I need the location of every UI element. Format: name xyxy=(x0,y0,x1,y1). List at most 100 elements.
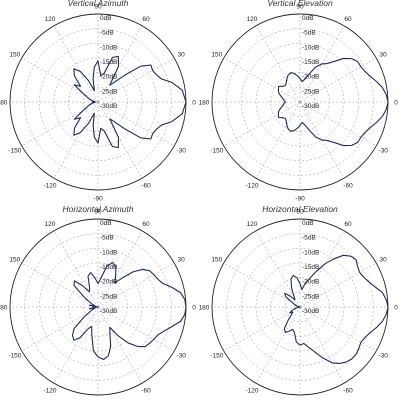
grid-spoke xyxy=(53,230,99,308)
grid-spoke xyxy=(97,101,175,147)
angle-label: -30 xyxy=(378,147,388,154)
grid-spoke xyxy=(21,262,99,308)
radial-label: -30dB xyxy=(302,103,319,110)
radial-label: -20dB xyxy=(302,74,319,81)
grid-ring xyxy=(39,248,157,366)
angle-label: 150 xyxy=(211,256,222,263)
radial-label: -10dB xyxy=(302,44,319,51)
radial-label: -10dB xyxy=(100,44,117,51)
grid-spoke xyxy=(21,57,99,103)
angle-label: 150 xyxy=(211,51,222,58)
angle-label: -120 xyxy=(43,182,56,189)
radiation-pattern-trace xyxy=(73,55,187,149)
horizontal-azimuth-plot: Horizontal Azimuth9060300-30-60-90-120-1… xyxy=(0,204,196,396)
angle-label: 120 xyxy=(45,16,56,23)
grid-spoke xyxy=(299,57,377,103)
angle-label: 0 xyxy=(192,99,196,106)
angle-label: 30 xyxy=(178,51,186,58)
angle-label: -150 xyxy=(210,147,223,154)
angle-label: 30 xyxy=(178,256,186,263)
radial-label: 0dB xyxy=(302,220,314,227)
angle-label: 150 xyxy=(9,51,20,58)
angle-label: 180 xyxy=(199,304,210,311)
grid-spoke xyxy=(53,306,99,384)
radial-label: -15dB xyxy=(302,59,319,66)
angle-label: 30 xyxy=(380,51,388,58)
radial-label: -30dB xyxy=(302,308,319,315)
grid-spoke xyxy=(223,101,301,147)
radial-label: -25dB xyxy=(100,88,117,95)
radial-label: -15dB xyxy=(100,264,117,271)
grid-spoke xyxy=(299,230,345,308)
chart-title: Horizontal Azimuth xyxy=(62,204,133,214)
angle-label: 0 xyxy=(394,99,398,106)
angle-label: 0 xyxy=(394,304,398,311)
radial-label: -5dB xyxy=(100,235,114,242)
angle-label: -90 xyxy=(295,195,305,202)
angle-label: 180 xyxy=(0,99,8,106)
angle-label: 120 xyxy=(247,221,258,228)
radial-label: -20dB xyxy=(100,74,117,81)
angle-label: 60 xyxy=(142,16,150,23)
angle-label: -60 xyxy=(343,387,353,394)
angle-label: 90 xyxy=(296,3,304,10)
radial-label: 0dB xyxy=(100,15,112,22)
radial-label: -10dB xyxy=(302,249,319,256)
radial-label: -20dB xyxy=(302,279,319,286)
angle-label: -30 xyxy=(378,352,388,359)
angle-label: -150 xyxy=(210,352,223,359)
grid-spoke xyxy=(97,230,143,308)
angle-label: 0 xyxy=(192,304,196,311)
grid-spoke xyxy=(223,306,301,352)
grid-spoke xyxy=(97,262,175,308)
grid-spoke xyxy=(97,306,175,352)
grid-spoke xyxy=(97,101,143,179)
angle-label: 150 xyxy=(9,256,20,263)
grid-spoke xyxy=(255,306,301,384)
angle-label: 90 xyxy=(94,3,102,10)
radial-label: -25dB xyxy=(100,293,117,300)
radiation-pattern-trace xyxy=(277,57,389,147)
grid-ring xyxy=(285,292,315,322)
chart-title: Vertical Azimuth xyxy=(68,0,129,8)
grid-spoke xyxy=(53,25,99,103)
angle-label: 120 xyxy=(247,16,258,23)
radial-label: 0dB xyxy=(302,15,314,22)
angle-label: 180 xyxy=(0,304,8,311)
grid-spoke xyxy=(299,262,377,308)
grid-spoke xyxy=(299,101,377,147)
angle-label: -30 xyxy=(176,352,186,359)
grid-spoke xyxy=(21,101,99,147)
grid-spoke xyxy=(299,306,377,352)
radial-label: -10dB xyxy=(100,249,117,256)
radial-label: -5dB xyxy=(302,235,316,242)
grid-ring xyxy=(39,43,157,161)
radiation-pattern-trace xyxy=(71,261,187,361)
grid-ring xyxy=(83,87,113,117)
angle-label: -90 xyxy=(93,195,103,202)
angle-label: -120 xyxy=(245,182,258,189)
grid-spoke xyxy=(299,306,345,384)
angle-label: -60 xyxy=(141,182,151,189)
grid-spoke xyxy=(299,25,345,103)
angle-label: -30 xyxy=(176,147,186,154)
grid-ring xyxy=(83,292,113,322)
grid-spoke xyxy=(255,230,301,308)
grid-spoke xyxy=(223,262,301,308)
radial-label: -15dB xyxy=(100,59,117,66)
chart-title: Horizontal Elevation xyxy=(262,204,338,214)
angle-label: -60 xyxy=(343,182,353,189)
horizontal-elevation-plot: Horizontal Elevation9060300-30-60-90-120… xyxy=(199,204,398,396)
radial-label: -25dB xyxy=(302,293,319,300)
grid-spoke xyxy=(223,57,301,103)
radial-label: -5dB xyxy=(302,30,316,37)
angle-label: 90 xyxy=(94,208,102,215)
grid-spoke xyxy=(21,306,99,352)
radial-label: -30dB xyxy=(100,308,117,315)
radial-label: -25dB xyxy=(302,88,319,95)
grid-spoke xyxy=(97,306,143,384)
radiation-pattern-trace xyxy=(283,254,389,365)
angle-label: -120 xyxy=(245,387,258,394)
